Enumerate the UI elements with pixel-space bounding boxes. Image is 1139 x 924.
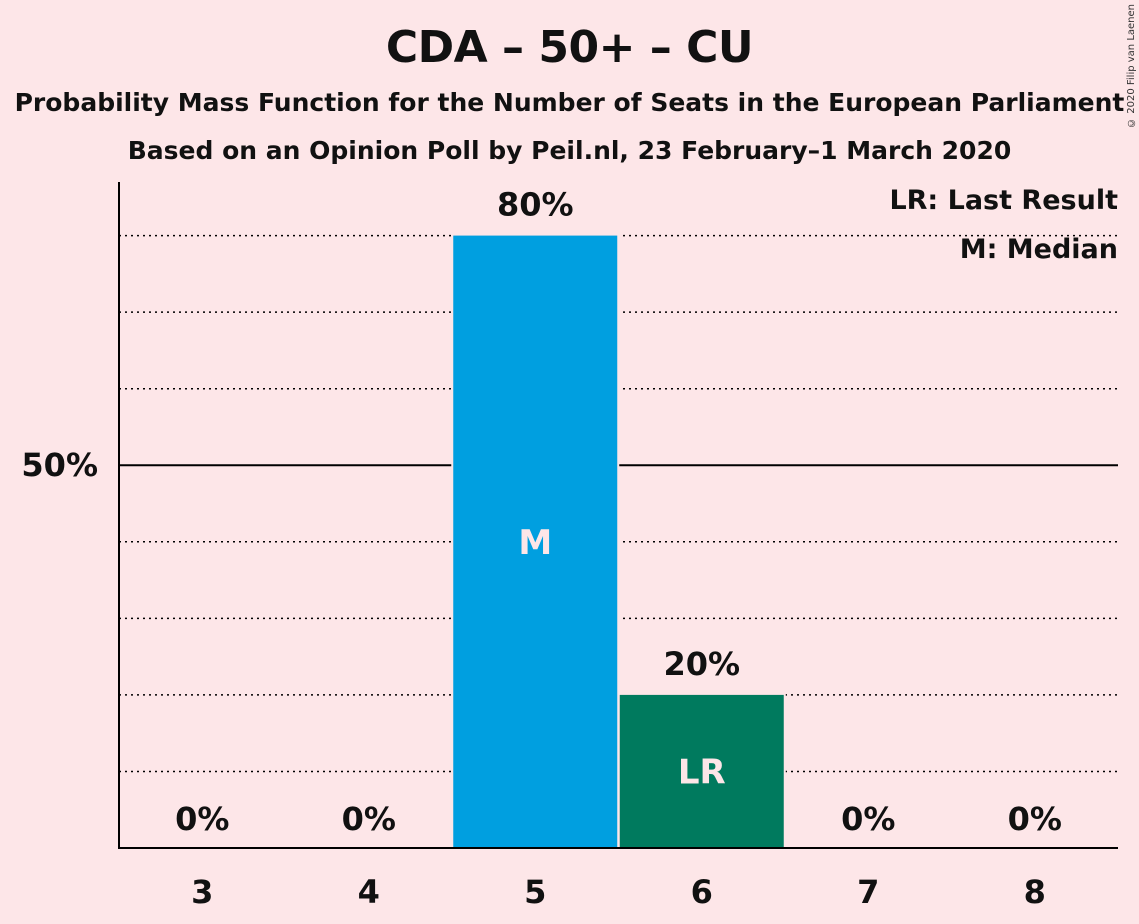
x-tick-label-3: 3 [191,873,213,911]
value-label-3: 0% [175,800,229,838]
bar-seats-5 [453,235,618,849]
x-tick-label-8: 8 [1024,873,1046,911]
x-tick-label-5: 5 [524,873,546,911]
bar-seats-6 [619,694,784,848]
legend: LR: Last Result M: Median [889,185,1118,265]
bar-layer [451,233,786,849]
x-tick-label-7: 7 [857,873,879,911]
chart-source-line: Based on an Opinion Poll by Peil.nl, 23 … [127,136,1012,165]
legend-last-result: LR: Last Result [889,185,1118,216]
bar-marker-m: M [518,523,552,563]
bar-marker-lr: LR [678,752,726,792]
chart-title: CDA – 50+ – CU [385,22,754,73]
axis-layer [118,182,1118,849]
legend-median: M: Median [960,234,1118,265]
value-label-7: 0% [841,800,895,838]
value-label-8: 0% [1008,800,1062,838]
y-tick-label: 50% [21,446,98,484]
value-label-5: 80% [497,186,574,224]
x-tick-label-4: 4 [358,873,380,911]
label-layer: 50% 0% 3 0% 4 80% M 5 20% LR 6 0% 7 0% 8 [21,186,1062,911]
x-tick-label-6: 6 [691,873,713,911]
value-label-6: 20% [663,645,740,683]
value-label-4: 0% [342,800,396,838]
chart-subtitle: Probability Mass Function for the Number… [14,88,1125,117]
